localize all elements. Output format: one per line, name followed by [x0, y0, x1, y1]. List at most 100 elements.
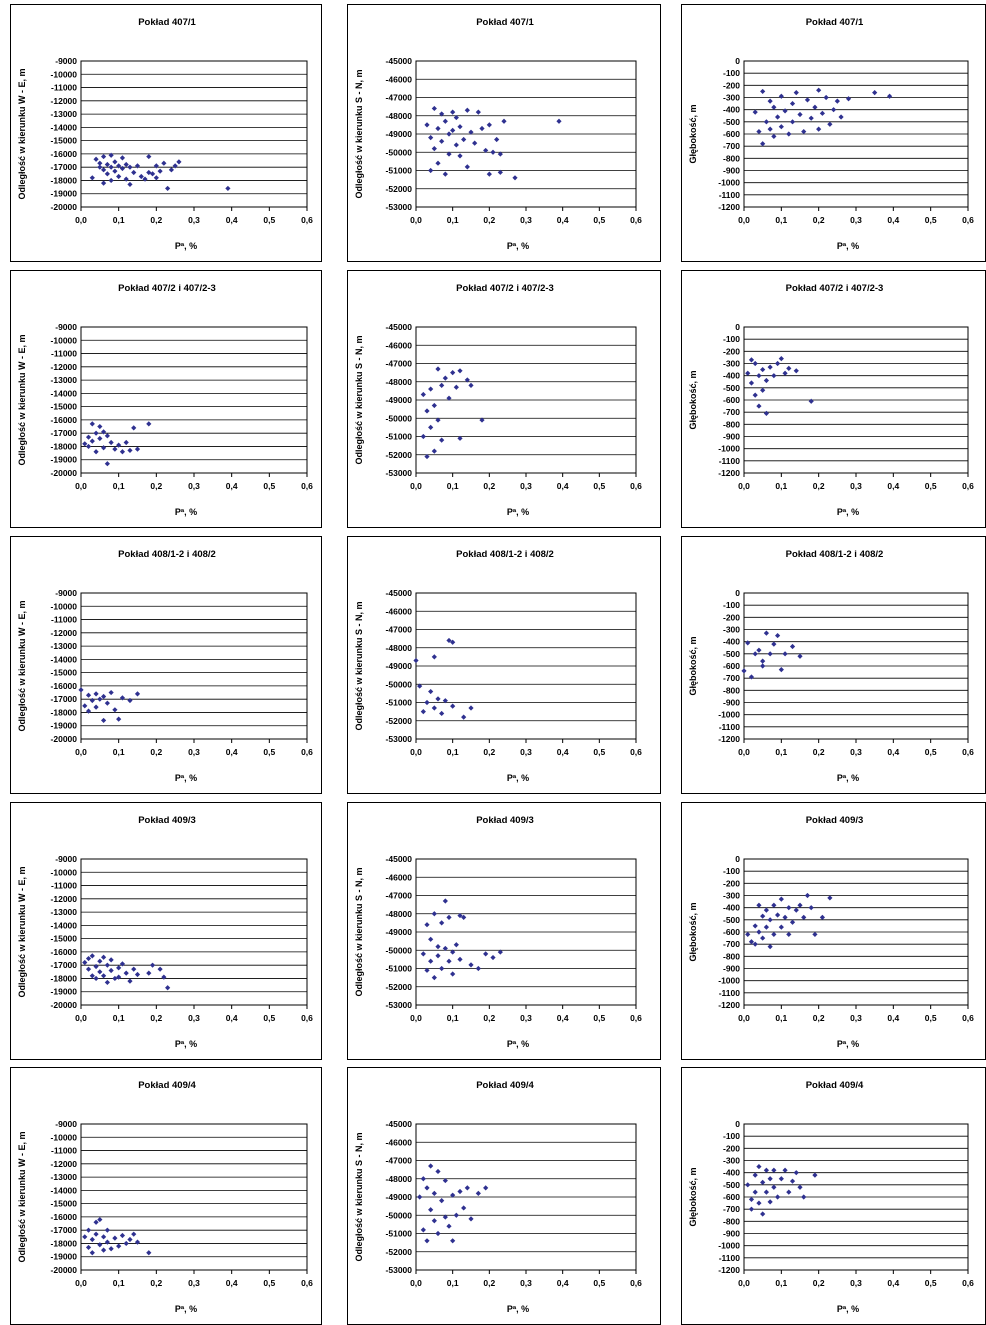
x-tick-label: 0,2	[483, 1278, 495, 1288]
data-point	[797, 1184, 803, 1190]
x-tick-label: 0,6	[630, 215, 642, 225]
y-tick-label: -47000	[386, 1156, 413, 1166]
y-tick-label: -11000	[51, 881, 77, 891]
x-tick-label: 0,1	[113, 481, 125, 491]
y-tick-label: -45000	[386, 588, 413, 598]
data-point	[760, 658, 766, 664]
y-tick-label: -15000	[51, 668, 78, 678]
data-point	[789, 100, 796, 107]
data-point	[127, 697, 133, 704]
data-point	[763, 1189, 769, 1195]
data-point	[446, 914, 452, 920]
chart-title: Pokład 407/2 i 407/2-3	[118, 283, 216, 294]
data-point	[161, 160, 167, 166]
data-point	[767, 944, 773, 950]
x-tick-label: 0,4	[226, 1013, 238, 1023]
y-tick-label: -1200	[718, 468, 740, 478]
data-point	[424, 699, 430, 706]
data-point	[424, 122, 430, 128]
y-tick-label: -49000	[386, 129, 413, 139]
data-point	[439, 710, 445, 717]
x-tick-label: 0,5	[593, 747, 605, 757]
data-point	[101, 167, 107, 173]
data-point	[442, 898, 448, 904]
y-tick-label: -51000	[386, 166, 413, 176]
y-tick-label: -17000	[51, 428, 78, 438]
y-tick-label: -800	[723, 951, 740, 961]
y-tick-label: -20000	[51, 202, 78, 212]
data-point	[116, 1243, 122, 1249]
x-tick-label: 0,2	[813, 215, 825, 225]
data-point	[104, 461, 110, 467]
y-tick-label: -300	[723, 625, 740, 635]
y-tick-label: -51000	[386, 698, 413, 708]
y-tick-label: -46000	[386, 606, 413, 616]
y-tick-label: -300	[723, 1156, 740, 1166]
data-point	[104, 979, 110, 986]
y-tick-label: -50000	[386, 945, 413, 955]
y-tick-label: -17000	[51, 960, 78, 970]
y-axis-label: Odległość w kierunku S - N, m	[354, 335, 364, 464]
y-tick-label: -46000	[386, 872, 413, 882]
chart-title: Pokład 408/1-2 i 408/2	[118, 549, 216, 560]
x-axis-label: Pª, %	[837, 773, 859, 783]
chart-panel: Pokład 407/1 0 -100 -200 -300 -400 -500 -600 -70…	[681, 4, 986, 262]
data-point	[89, 953, 95, 959]
x-tick-label: 0,1	[113, 747, 125, 757]
data-point	[104, 161, 110, 168]
data-point	[101, 717, 107, 724]
x-axis-label: Pª, %	[507, 773, 529, 783]
data-point	[760, 141, 766, 147]
y-tick-label: -1000	[718, 1241, 740, 1251]
x-tick-label: 0,5	[925, 1013, 937, 1023]
x-tick-label: 0,0	[410, 1013, 422, 1023]
data-point	[101, 954, 107, 960]
data-point	[101, 1247, 107, 1253]
y-tick-label: -45000	[386, 854, 413, 864]
data-point	[119, 449, 126, 455]
data-point	[479, 417, 485, 423]
x-tick-label: 0,0	[738, 747, 750, 757]
data-point	[127, 181, 133, 188]
data-point	[435, 944, 441, 950]
y-tick-label: -800	[723, 1216, 740, 1226]
data-point	[428, 958, 434, 964]
data-point	[450, 127, 456, 133]
y-tick-label: -11000	[51, 615, 77, 625]
chart-title: Pokład 407/2 i 407/2-3	[786, 283, 884, 294]
y-tick-label: -1000	[718, 710, 740, 720]
chart-title: Pokład 407/1	[138, 17, 196, 28]
y-tick-label: -16000	[51, 947, 78, 957]
data-point	[413, 657, 419, 664]
y-tick-label: -700	[723, 141, 740, 151]
data-point	[775, 1194, 781, 1200]
data-point	[439, 437, 445, 443]
data-point	[428, 1207, 434, 1213]
data-point	[782, 914, 788, 920]
data-point	[119, 961, 126, 967]
data-point	[104, 1239, 110, 1245]
y-tick-label: -16000	[51, 149, 78, 159]
y-tick-label: -16000	[51, 415, 78, 425]
x-tick-label: 0,6	[630, 481, 642, 491]
y-tick-label: -300	[723, 891, 740, 901]
data-point	[439, 1198, 445, 1204]
y-tick-label: -19000	[51, 189, 78, 199]
data-point	[176, 159, 182, 165]
x-tick-label: 0,6	[301, 1278, 313, 1288]
data-point	[85, 708, 92, 714]
y-tick-label: -300	[723, 93, 740, 103]
data-point	[771, 902, 777, 908]
y-tick-label: -19000	[51, 721, 78, 731]
x-tick-label: 0,4	[226, 1278, 238, 1288]
y-tick-label: -19000	[51, 455, 78, 465]
x-tick-label: 0,3	[850, 1278, 862, 1288]
data-point	[756, 373, 762, 379]
x-tick-label: 0,6	[962, 1013, 974, 1023]
y-tick-label: -16000	[51, 1212, 78, 1222]
x-axis-label: Pª, %	[175, 241, 197, 251]
data-point	[812, 1172, 818, 1178]
data-point	[89, 973, 95, 979]
data-point	[464, 107, 470, 113]
data-point	[778, 93, 784, 99]
